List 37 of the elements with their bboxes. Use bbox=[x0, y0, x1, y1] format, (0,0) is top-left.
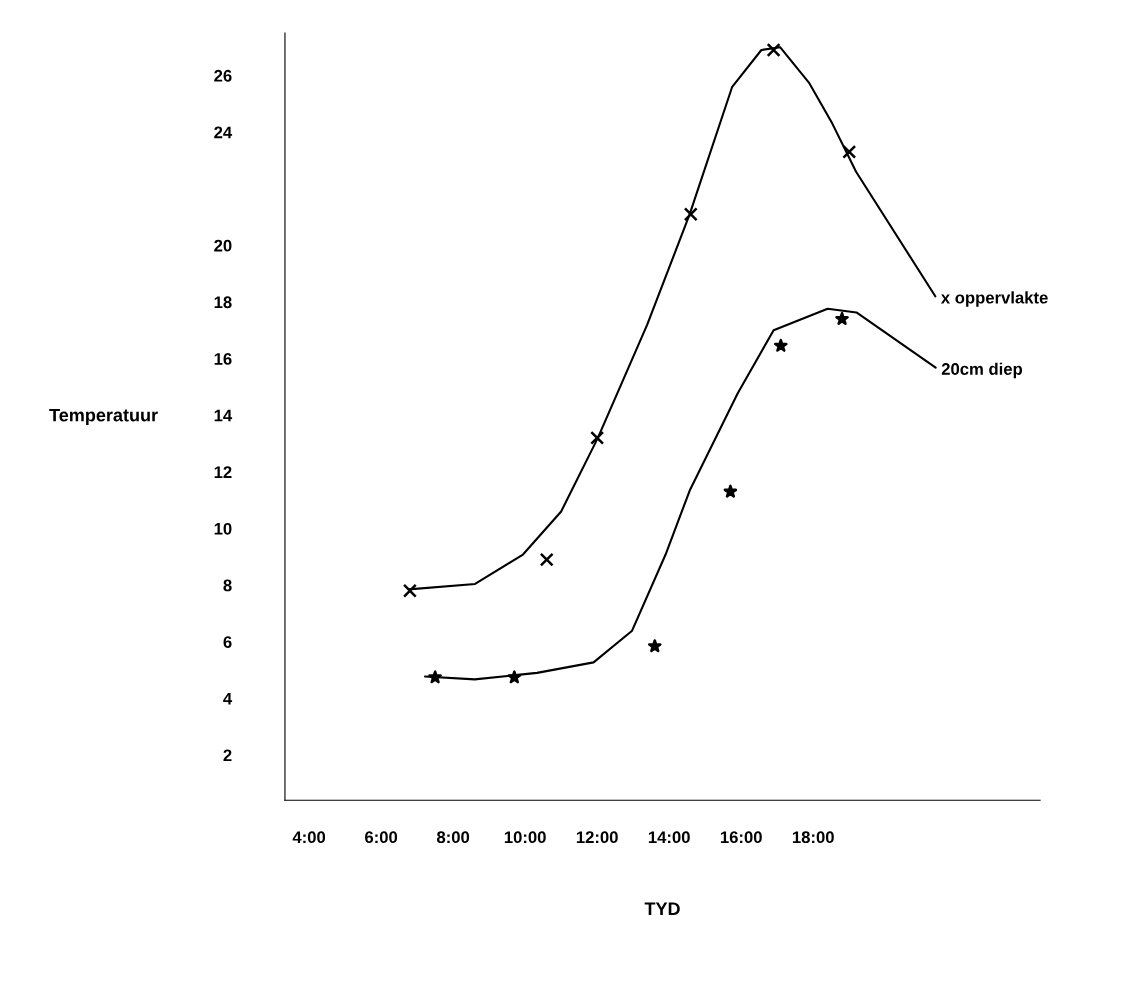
y-tick-label: 26 bbox=[214, 69, 232, 82]
x-tick-label: 6:00 bbox=[365, 831, 398, 844]
point bbox=[402, 583, 417, 598]
x-tick-label: 10:00 bbox=[504, 831, 546, 844]
point bbox=[590, 430, 605, 445]
point bbox=[428, 670, 442, 684]
point bbox=[539, 552, 554, 567]
x-tick-label: 14:00 bbox=[648, 831, 690, 844]
y-axis-title: Temperatuur bbox=[49, 408, 158, 426]
x-tick-label: 12:00 bbox=[576, 831, 618, 844]
x-axis-title: TYD bbox=[644, 902, 680, 916]
x-tick-label: 8:00 bbox=[436, 831, 470, 844]
point bbox=[842, 144, 857, 159]
series-label: 20cm diep bbox=[941, 362, 1023, 379]
x-tick-label: 16:00 bbox=[720, 831, 762, 844]
point bbox=[774, 338, 788, 352]
y-tick-label: 24 bbox=[214, 126, 233, 139]
point bbox=[835, 311, 849, 325]
y-tick-label: 16 bbox=[214, 353, 232, 365]
x-tick-label: 18:00 bbox=[792, 831, 834, 844]
point bbox=[723, 484, 738, 498]
point bbox=[683, 207, 698, 222]
y-tick-label: 4 bbox=[223, 692, 233, 705]
point bbox=[766, 42, 781, 58]
y-tick-label: 18 bbox=[214, 296, 232, 309]
point bbox=[507, 670, 522, 684]
point bbox=[648, 639, 662, 653]
y-tick-label: 2 bbox=[223, 749, 232, 762]
y-tick-label: 20 bbox=[214, 239, 232, 252]
line-series bbox=[423, 307, 937, 681]
y-tick-label: 14 bbox=[214, 409, 233, 422]
y-tick-label: 8 bbox=[223, 579, 232, 592]
y-tick-label: 6 bbox=[223, 636, 232, 648]
x-tick-label: 4:00 bbox=[292, 831, 326, 844]
y-tick-label: 10 bbox=[214, 522, 232, 535]
y-tick-label: 12 bbox=[214, 466, 232, 478]
series-label: x oppervlakte bbox=[940, 291, 1048, 307]
